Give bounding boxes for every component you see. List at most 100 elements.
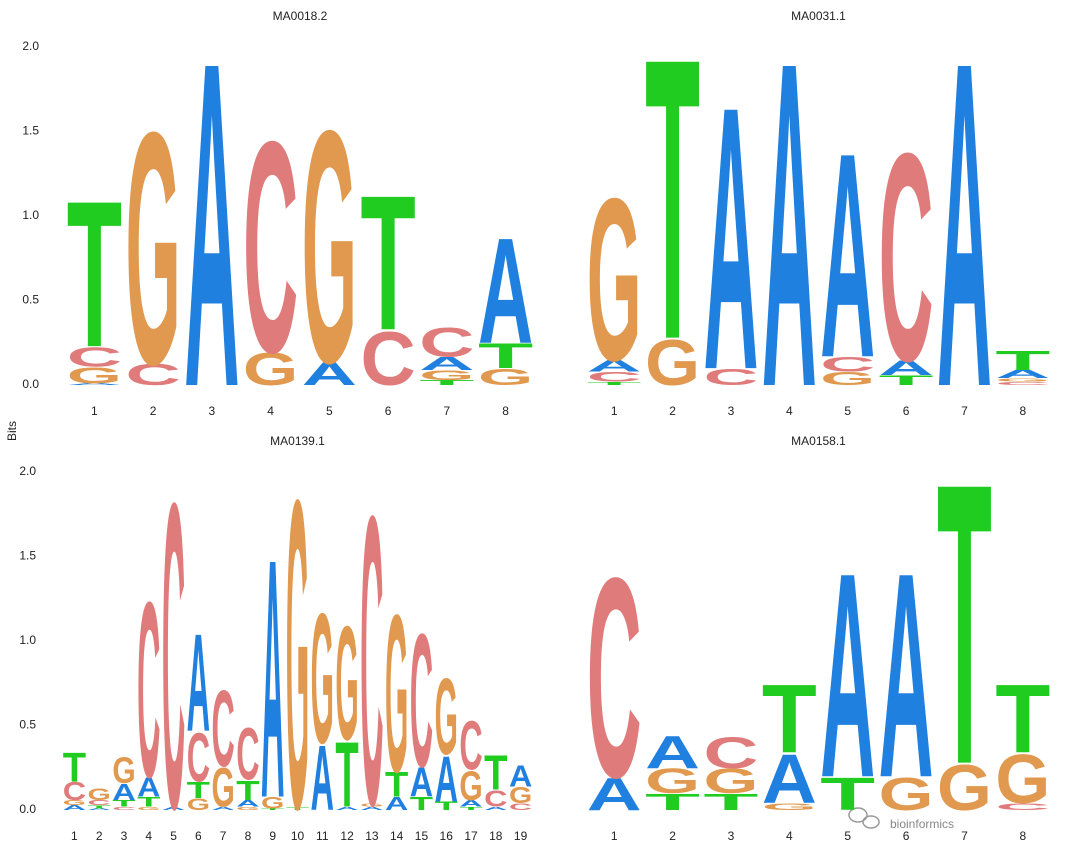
letter: A	[704, 29, 759, 449]
letter: A	[162, 806, 185, 811]
letter: C	[126, 358, 181, 392]
letter: T	[335, 724, 358, 827]
letter: T	[435, 800, 458, 813]
watermark: bioinformics	[890, 817, 954, 831]
y-tick-label: 1.0	[19, 633, 36, 647]
y-tick-label: 2.0	[19, 464, 36, 478]
letter: C	[360, 429, 383, 862]
x-tick-label: 11	[316, 829, 329, 843]
letter: C	[112, 806, 135, 811]
letter: G	[286, 408, 309, 862]
chart-title: MA0139.1	[270, 434, 325, 448]
letter: C	[419, 319, 474, 365]
letter: A	[335, 806, 358, 811]
x-tick-label: 5	[326, 404, 333, 418]
letter: T	[286, 806, 309, 811]
letter: A	[879, 356, 934, 379]
letter: T	[937, 399, 992, 848]
letter: G	[995, 741, 1050, 819]
letter: G	[63, 799, 86, 807]
x-tick-label: 12	[340, 829, 354, 843]
letter: G	[187, 796, 210, 814]
x-tick-label: 5	[844, 404, 851, 418]
letter: C	[67, 341, 122, 372]
y-tick-label: 1.5	[19, 549, 36, 563]
x-tick-label: 2	[669, 404, 676, 418]
x-tick-label: 8	[245, 829, 252, 843]
letter: T	[704, 789, 759, 815]
letter: A	[184, 0, 239, 485]
x-tick-label: 1	[611, 829, 618, 843]
x-tick-label: 6	[903, 829, 910, 843]
letter: G	[126, 62, 181, 433]
x-tick-label: 3	[728, 829, 735, 843]
letter: C	[459, 707, 482, 785]
letter: C	[187, 719, 210, 797]
x-tick-label: 4	[145, 829, 152, 843]
letter: A	[820, 513, 875, 839]
x-tick-label: 19	[514, 829, 528, 843]
letter: G	[67, 363, 122, 389]
x-tick-label: 3	[209, 404, 216, 418]
letter: T	[63, 744, 86, 790]
letter: A	[236, 798, 259, 808]
letter: G	[879, 768, 934, 820]
y-tick-label: 1.0	[22, 208, 39, 222]
letter: G	[435, 656, 458, 778]
x-tick-label: 8	[1019, 829, 1026, 843]
y-tick-label: 1.5	[22, 124, 39, 138]
x-tick-label: 8	[502, 404, 509, 418]
letter: T	[995, 345, 1050, 376]
letter: T	[361, 156, 416, 371]
letter: T	[419, 379, 474, 387]
letter: G	[937, 751, 992, 823]
letter: T	[67, 157, 122, 390]
letter: G	[820, 368, 875, 389]
letter: A	[311, 727, 334, 830]
letter: T	[995, 665, 1050, 774]
letter: G	[645, 326, 700, 398]
letter: A	[645, 726, 700, 778]
x-tick-label: 6	[903, 404, 910, 418]
x-tick-label: 4	[786, 404, 793, 418]
letter: A	[879, 513, 934, 839]
letter: A	[587, 768, 642, 820]
letter: C	[995, 381, 1050, 386]
y-tick-label: 0.5	[22, 293, 39, 307]
x-tick-label: 2	[669, 829, 676, 843]
letter: G	[137, 806, 160, 811]
letter: T	[459, 806, 482, 811]
letter: C	[243, 79, 298, 416]
x-tick-label: 1	[611, 404, 618, 418]
letter: C	[88, 799, 111, 807]
chart-title: MA0031.1	[791, 9, 846, 23]
x-tick-label: 2	[96, 829, 103, 843]
letter: G	[509, 782, 532, 808]
x-tick-label: 6	[385, 404, 392, 418]
letter: A	[67, 383, 122, 386]
x-tick-label: 7	[961, 829, 968, 843]
chart-title: MA0018.2	[273, 9, 328, 23]
letter: A	[360, 806, 383, 811]
x-tick-label: 4	[786, 829, 793, 843]
letter: C	[162, 414, 185, 862]
letter: A	[261, 490, 284, 862]
letter: A	[820, 93, 875, 419]
letter: A	[419, 353, 474, 374]
letter: G	[302, 61, 357, 432]
letter: T	[762, 665, 817, 774]
letter: A	[88, 808, 111, 811]
letter: T	[410, 793, 433, 814]
x-tick-label: 10	[291, 829, 305, 843]
y-tick-label: 0.0	[22, 377, 39, 391]
letter: G	[243, 343, 298, 395]
letter: A	[63, 804, 86, 812]
x-tick-label: 13	[365, 829, 379, 843]
letter: A	[435, 743, 458, 815]
letter: T	[261, 808, 284, 811]
letter: A	[937, 0, 992, 485]
letter: T	[484, 746, 507, 800]
letter: A	[137, 771, 160, 802]
letter: G	[587, 149, 642, 409]
